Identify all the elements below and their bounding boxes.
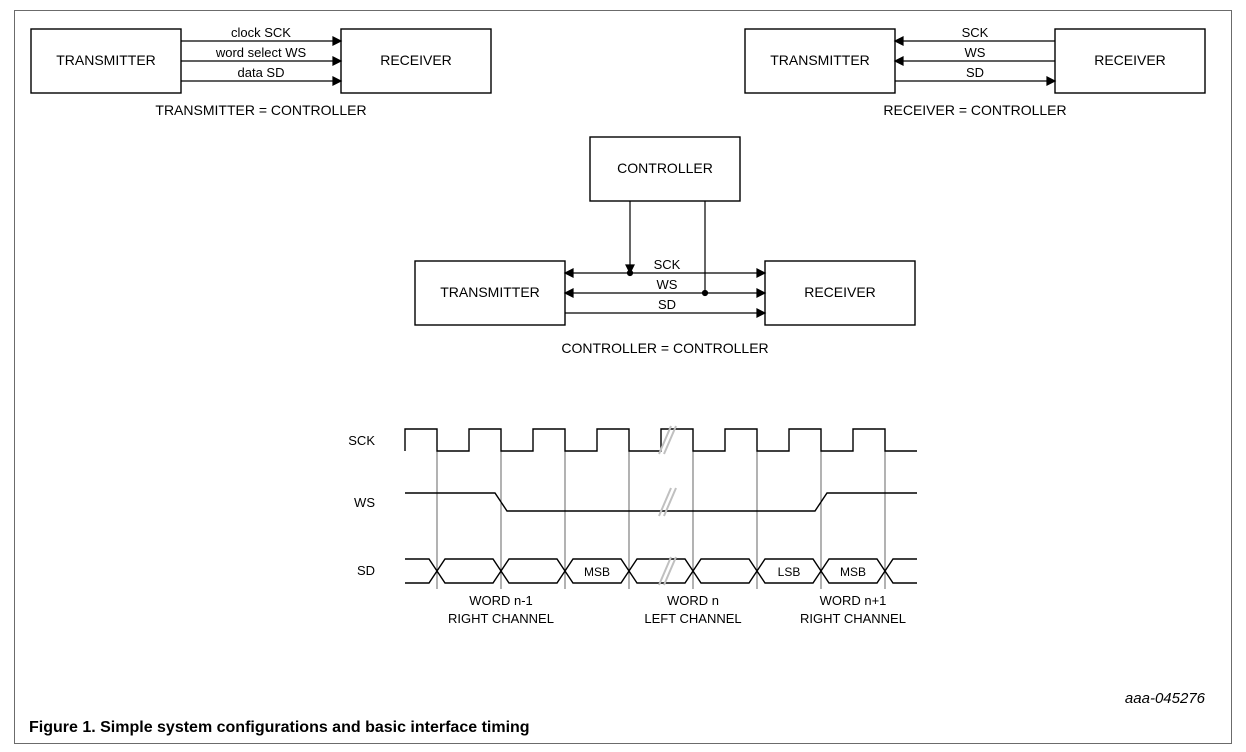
sd-bit-label-0: MSB: [584, 565, 610, 579]
config3-tx-label: TRANSMITTER: [440, 284, 540, 300]
config2-sig2: WS: [965, 45, 986, 60]
config1-rx-label: RECEIVER: [380, 52, 452, 68]
config1-tx-label: TRANSMITTER: [56, 52, 156, 68]
word-label-1-line2: LEFT CHANNEL: [644, 611, 741, 626]
timing-label-sck: SCK: [348, 433, 375, 448]
config2-sig3: SD: [966, 65, 984, 80]
timing-label-ws: WS: [354, 495, 375, 510]
word-label-2-line1: WORD n+1: [820, 593, 887, 608]
timing-diagram: SCK WS SD MSB LSB MSB WORD n-1 RIGHT CHANNEL WOR…: [325, 411, 965, 671]
config3-ctrl-label: CONTROLLER: [617, 160, 713, 176]
config2-rx-label: RECEIVER: [1094, 52, 1166, 68]
config3-sig1: SCK: [654, 257, 681, 272]
config3-sig3: SD: [658, 297, 676, 312]
config3-diagram: CONTROLLER TRANSMITTER RECEIVER: [405, 131, 925, 371]
ws-waveform: [405, 493, 917, 511]
config3-sig2: WS: [657, 277, 678, 292]
word-label-0-line2: RIGHT CHANNEL: [448, 611, 554, 626]
word-label-2-line2: RIGHT CHANNEL: [800, 611, 906, 626]
sd-bit-label-2: MSB: [840, 565, 866, 579]
config2-subtitle: RECEIVER = CONTROLLER: [883, 102, 1066, 118]
config1-sig2: word select WS: [215, 45, 307, 60]
word-label-1-line1: WORD n: [667, 593, 719, 608]
doc-id: aaa-045276: [1125, 690, 1205, 707]
config1-subtitle: TRANSMITTER = CONTROLLER: [155, 102, 366, 118]
sd-bit-label-1: LSB: [778, 565, 801, 579]
config2-tx-label: TRANSMITTER: [770, 52, 870, 68]
config2-sig1: SCK: [962, 25, 989, 40]
config1-sig1: clock SCK: [231, 25, 291, 40]
timing-label-sd: SD: [357, 563, 375, 578]
config3-subtitle: CONTROLLER = CONTROLLER: [561, 340, 768, 356]
config1-sig3: data SD: [238, 65, 285, 80]
config1-diagram: TRANSMITTER RECEIVER clock SCK word sele…: [21, 15, 511, 135]
figure-caption: Figure 1. Simple system configurations a…: [29, 719, 530, 737]
word-label-0-line1: WORD n-1: [469, 593, 533, 608]
figure-frame: TRANSMITTER RECEIVER clock SCK word sele…: [14, 10, 1232, 744]
config2-diagram: TRANSMITTER RECEIVER SCK WS SD RECEIVER …: [735, 15, 1225, 135]
config3-rx-label: RECEIVER: [804, 284, 876, 300]
